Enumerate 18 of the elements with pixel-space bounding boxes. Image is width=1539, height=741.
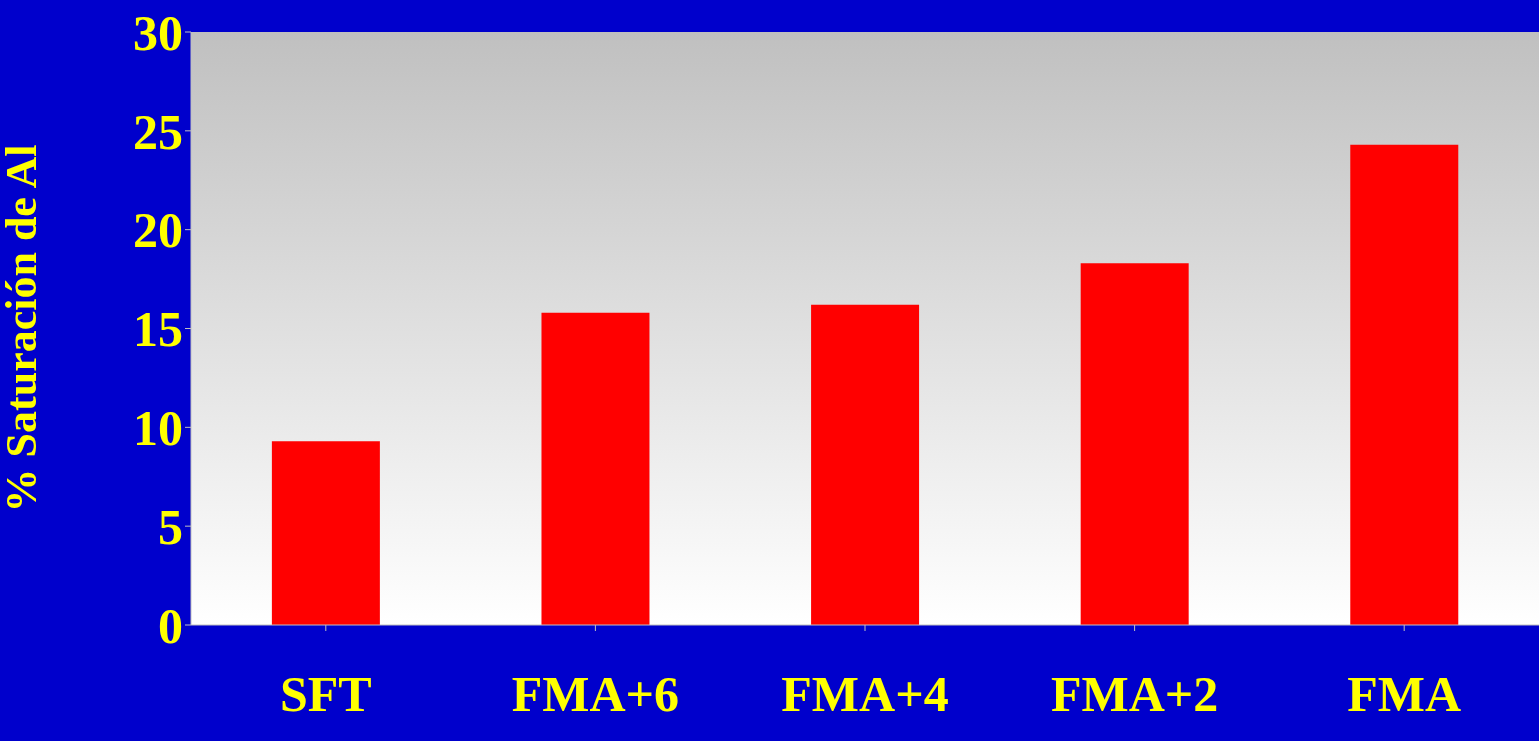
x-tick-label: SFT xyxy=(279,666,372,722)
y-tick-label: 20 xyxy=(133,202,183,259)
x-tick-label: FMA xyxy=(1347,666,1462,722)
bar xyxy=(271,441,380,625)
y-axis-title: % Saturación de Al xyxy=(0,144,46,513)
y-tick-label: 15 xyxy=(133,301,183,358)
bar xyxy=(1350,144,1459,625)
bar xyxy=(1080,263,1189,625)
x-tick-label: FMA+6 xyxy=(511,666,680,722)
y-tick-label: 10 xyxy=(133,400,183,457)
y-tick-label: 25 xyxy=(133,103,183,160)
y-tick-label: 5 xyxy=(158,498,183,555)
y-tick-label: 0 xyxy=(158,597,183,654)
bar xyxy=(811,304,920,625)
y-tick-label: 30 xyxy=(133,4,183,61)
bar xyxy=(541,312,650,625)
x-tick-label: FMA+4 xyxy=(781,666,949,722)
x-tick-label: FMA+2 xyxy=(1050,666,1219,722)
